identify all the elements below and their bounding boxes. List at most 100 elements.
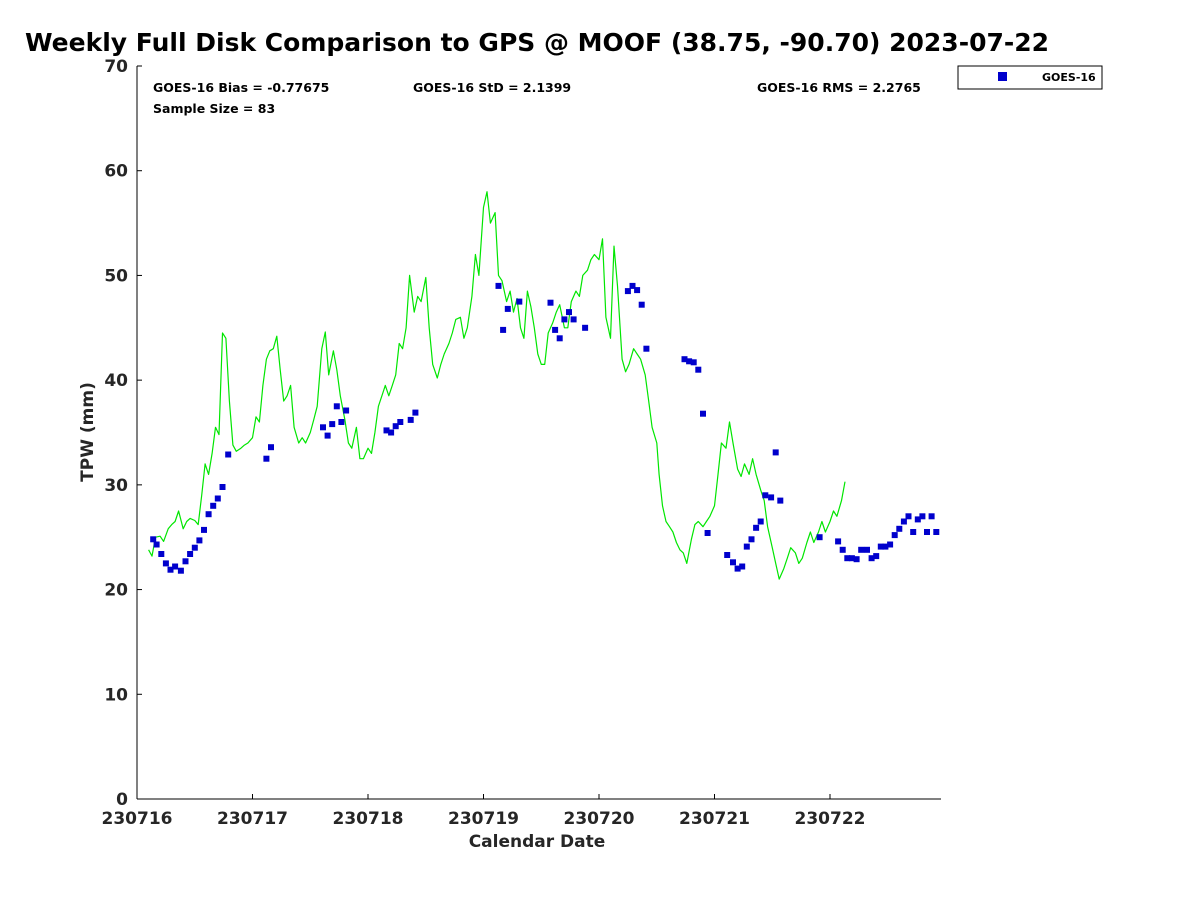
goes-16-point [324, 432, 331, 439]
x-tick-label: 230717 [217, 809, 288, 829]
goes-16-point [739, 563, 746, 570]
goes-16-point [757, 518, 764, 525]
y-tick-label: 60 [104, 162, 128, 182]
goes-16-point [504, 305, 511, 312]
goes-16-point [162, 560, 169, 567]
goes-16-point [914, 516, 921, 523]
goes-16-point [690, 359, 697, 366]
stat-bias: GOES-16 Bias = -0.77675 [153, 80, 329, 95]
goes-16-point [624, 288, 631, 295]
goes-16-point [219, 484, 226, 490]
goes-16-point [777, 497, 784, 504]
goes-16-point [730, 559, 736, 566]
goes-16-point [695, 366, 702, 373]
goes-16-point [547, 299, 554, 306]
goes-16-point [150, 536, 157, 543]
legend-marker [998, 72, 1007, 81]
goes-16-point [329, 421, 336, 428]
x-tick-label: 230722 [795, 809, 866, 829]
goes-16-point [700, 410, 706, 417]
goes-16-point [407, 416, 414, 423]
goes-16-point [924, 529, 930, 535]
goes-16-point [919, 513, 926, 520]
goes-16-point [556, 335, 563, 342]
goes-16-point [177, 567, 184, 574]
x-tick-label: 230718 [333, 809, 404, 829]
goes-16-point [561, 316, 568, 323]
goes-16-point [762, 492, 769, 499]
goes-16-point [172, 563, 179, 570]
stat-rms: GOES-16 RMS = 2.2765 [757, 80, 921, 95]
goes-16-point [686, 358, 693, 365]
goes-16-point [225, 451, 232, 458]
goes-16-point [570, 316, 577, 323]
goes-16-point [868, 555, 875, 562]
legend: GOES-16 [957, 65, 1103, 90]
goes-16-point [835, 538, 842, 545]
goes-16-point [566, 309, 572, 316]
goes-16-point [905, 513, 912, 520]
goes-16-point [383, 427, 390, 434]
goes-16-point [629, 282, 636, 289]
goes-16-point [816, 534, 823, 541]
goes-16-point [844, 555, 851, 562]
stat-sample-size: Sample Size = 83 [153, 101, 275, 116]
goes-16-point [772, 449, 779, 456]
goes-16-point [638, 301, 645, 308]
goes-16-point [643, 345, 650, 352]
goes-16-point [263, 455, 270, 462]
goes-16-point [887, 541, 894, 548]
goes-16-point [734, 565, 741, 572]
y-tick-label: 0 [116, 790, 128, 810]
goes-16-point [392, 423, 399, 430]
axes: 0 10 20 30 40 50 60 70 230716 230717 230718 230719 2… [102, 57, 941, 829]
goes-16-point [397, 419, 404, 425]
goes-16-point [214, 495, 221, 502]
chart-title: Weekly Full Disk Comparison to GPS @ MOO… [25, 28, 1050, 57]
goes-16-point [201, 526, 207, 533]
legend-box [957, 65, 1103, 90]
goes-16-point [753, 524, 760, 531]
x-tick-label: 230721 [679, 809, 750, 829]
goes-16-point [704, 530, 711, 536]
y-tick-label: 30 [104, 476, 128, 496]
goes-16-point [896, 525, 903, 532]
goes-16-point [196, 537, 203, 544]
x-axis-label: Calendar Date [469, 832, 606, 852]
goes-16-point [388, 429, 395, 436]
y-axis-label: TPW (mm) [78, 382, 98, 482]
goes-16-point [516, 298, 523, 305]
stat-std: GOES-16 StD = 2.1399 [413, 80, 571, 95]
goes-16-point [158, 551, 165, 557]
goes-16-point [910, 529, 917, 535]
goes-16-point [933, 529, 940, 535]
goes-16-point [210, 502, 217, 509]
goes-16-point [500, 326, 507, 333]
goes-16-point [882, 543, 889, 550]
goes-16-point [848, 555, 855, 562]
goes-16-point [864, 546, 870, 553]
goes-16-point [412, 409, 419, 416]
goes-16-point [343, 407, 350, 414]
y-tick-label: 50 [104, 266, 128, 286]
goes-16-point [205, 511, 212, 518]
goes-16-point [153, 541, 160, 548]
y-tick-label: 70 [104, 57, 128, 77]
goes-16-point [858, 546, 865, 553]
goes-16-point [891, 532, 898, 539]
goes-16-point [928, 513, 935, 520]
goes-16-point [582, 324, 589, 331]
goes-16-point [839, 546, 846, 553]
goes-16-point [724, 552, 731, 558]
y-tick-label: 10 [104, 685, 128, 705]
gps-line-layer [148, 191, 846, 580]
y-tick-label: 40 [104, 371, 128, 391]
goes-16-point [495, 282, 502, 289]
goes-16-point [167, 566, 174, 573]
goes-16-point [768, 494, 775, 501]
goes-16-point [333, 403, 340, 410]
goes-16-point [900, 518, 907, 525]
x-tick-label: 230716 [102, 809, 173, 829]
goes-16-point [873, 553, 880, 560]
